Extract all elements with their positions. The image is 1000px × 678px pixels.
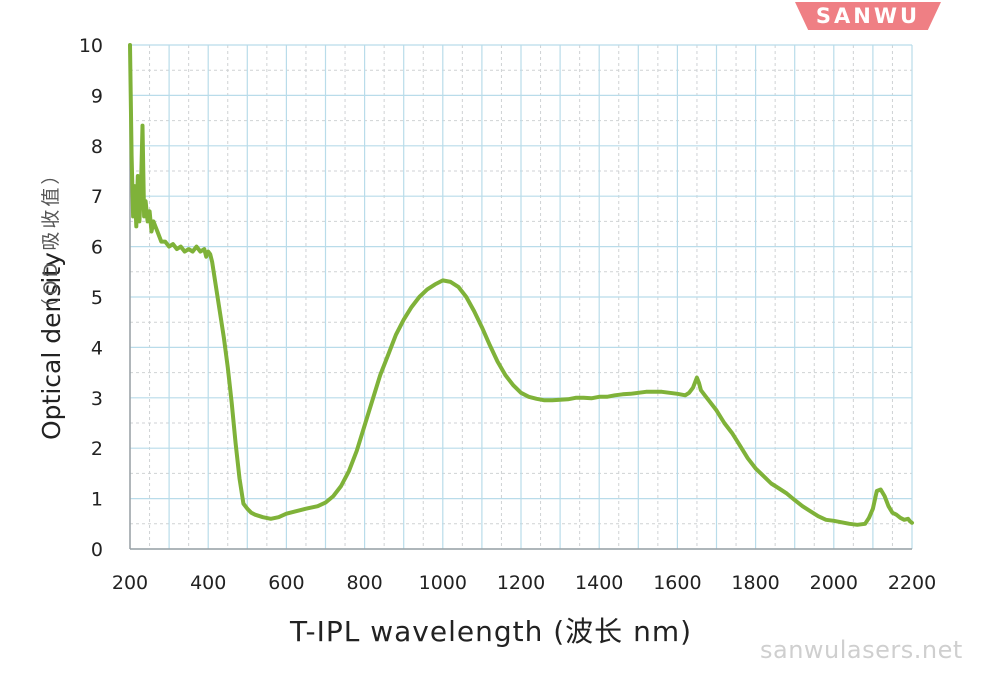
y-tick-label: 9: [91, 85, 103, 107]
y-tick-label: 0: [91, 539, 103, 561]
series-layer: [128, 43, 914, 527]
y-tick-label: 4: [91, 337, 103, 359]
x-tick-label: 2200: [888, 572, 936, 594]
y-tick-label: 8: [91, 136, 103, 158]
y-tick-label: 7: [91, 186, 103, 208]
x-tick-label: 400: [190, 572, 226, 594]
y-tick-label: 10: [79, 35, 103, 57]
y-axis-label-secondary: （OD 吸收值）: [40, 163, 62, 318]
x-tick-label: 1800: [731, 572, 779, 594]
x-tick-label: 2000: [810, 572, 858, 594]
y-tick-label: 3: [91, 388, 103, 410]
y-tick-label: 6: [91, 237, 103, 259]
y-tick-label: 5: [91, 287, 103, 309]
sanwu-logo: SANWU: [795, 2, 941, 30]
od-series-line: [128, 43, 914, 527]
y-tick-labels: 0 1 2 3 4 5 6 7 8 9 10: [79, 35, 103, 561]
major-grid: [129, 44, 913, 550]
watermark-text: sanwulasers.net: [760, 636, 963, 664]
x-tick-label: 1600: [653, 572, 701, 594]
x-tick-label: 1000: [419, 572, 467, 594]
y-tick-label: 2: [91, 438, 103, 460]
x-tick-label: 200: [112, 572, 148, 594]
x-tick-label: 1200: [497, 572, 545, 594]
x-tick-label: 600: [268, 572, 304, 594]
y-tick-label: 1: [91, 489, 103, 511]
y-axis-label: Optical density: [37, 252, 66, 440]
x-tick-label: 800: [346, 572, 382, 594]
x-tick-label: 1400: [575, 572, 623, 594]
x-tick-labels: 200 400 600 800 1000 1200 1400 1600 1800 2000 2200: [112, 572, 936, 594]
x-axis-label: T-IPL wavelength (波长 nm): [289, 615, 692, 648]
